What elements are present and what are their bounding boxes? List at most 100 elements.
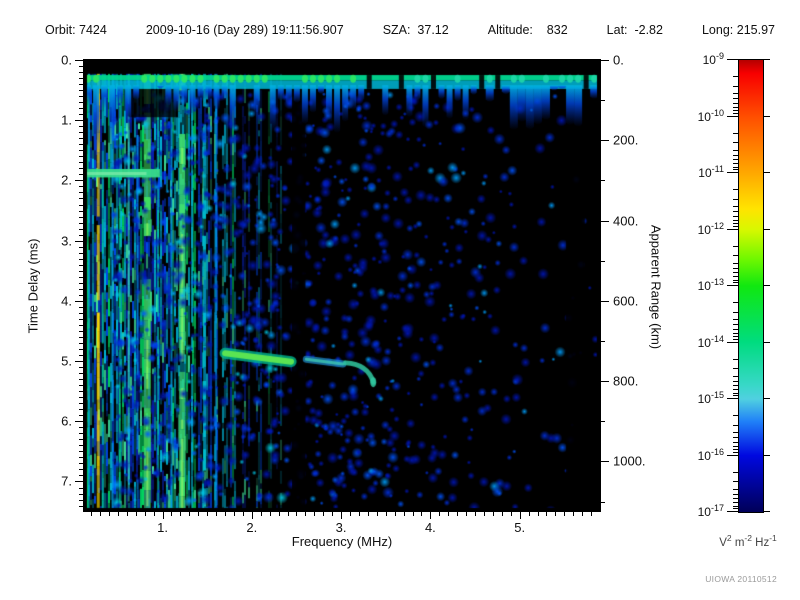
- x-minor-tick: [555, 512, 557, 516]
- y-minor-tick: [79, 457, 83, 459]
- colorbar-minor-tick: [733, 389, 738, 391]
- x-minor-tick: [591, 512, 593, 516]
- colorbar-minor-tick: [733, 245, 738, 247]
- colorbar-minor-tick: [733, 375, 738, 377]
- colorbar-minor-tick: [733, 319, 738, 321]
- range-major-tick: [601, 381, 609, 383]
- colorbar-major-tick-right: [763, 228, 770, 230]
- y-minor-tick: [79, 174, 83, 176]
- colorbar-minor-tick: [733, 368, 738, 370]
- y-major-tick: [75, 240, 83, 242]
- x-minor-tick: [153, 512, 155, 516]
- x-minor-tick: [180, 512, 182, 516]
- colorbar-major-tick-right: [763, 341, 770, 343]
- x-minor-tick: [117, 512, 119, 516]
- colorbar-major-tick: [727, 115, 738, 117]
- colorbar-minor-tick: [733, 276, 738, 278]
- x-axis-title-frequency: Frequency (MHz): [291, 534, 393, 549]
- colorbar-minor-tick: [733, 262, 738, 264]
- y-minor-tick: [79, 349, 83, 351]
- x-major-tick: [251, 512, 253, 519]
- colorbar-major-tick: [727, 172, 738, 173]
- y-major-tick: [75, 421, 83, 423]
- colorbar-minor-tick: [733, 189, 738, 190]
- altitude-value: Altitude: 832: [487, 23, 568, 37]
- y-minor-tick: [79, 270, 83, 272]
- x-minor-tick: [305, 512, 307, 516]
- colorbar-minor-tick: [733, 211, 738, 213]
- colorbar-major-tick-right: [763, 454, 770, 456]
- colorbar-minor-tick: [733, 437, 738, 439]
- y-minor-tick: [79, 228, 83, 230]
- y-minor-tick: [79, 409, 83, 411]
- colorbar-minor-tick: [733, 279, 738, 281]
- x-minor-tick: [135, 512, 137, 516]
- colorbar-minor-tick: [733, 154, 738, 156]
- colorbar-minor-tick: [733, 336, 738, 338]
- colorbar-major-tick-right: [763, 398, 770, 399]
- x-minor-tick: [260, 512, 262, 516]
- colorbar-minor-tick: [733, 424, 738, 426]
- colorbar-minor-tick: [733, 149, 738, 151]
- colorbar-unit-label: V2 m-2 Hz-1: [719, 533, 777, 549]
- colorbar-major-tick-right: [763, 285, 770, 286]
- y-minor-tick: [79, 66, 83, 68]
- colorbar-minor-tick: [733, 159, 738, 161]
- colorbar-tick-label: 10-17: [697, 503, 724, 519]
- y-major-tick: [75, 361, 83, 363]
- colorbar-minor-tick: [733, 255, 738, 257]
- x-tick-label: 5.: [514, 520, 526, 535]
- range-major-tick: [601, 461, 609, 463]
- range-minor-tick: [601, 501, 605, 503]
- y-minor-tick: [79, 132, 83, 134]
- y-minor-tick: [79, 222, 83, 224]
- x-tick-label: 3.: [335, 520, 347, 535]
- watermark: UIOWA 20110512: [705, 574, 777, 584]
- colorbar-major-tick-right: [763, 511, 770, 512]
- colorbar-major-tick: [727, 454, 738, 456]
- colorbar-minor-tick: [733, 163, 738, 165]
- y-minor-tick: [79, 150, 83, 152]
- x-tick-label: 1.: [157, 520, 168, 535]
- x-minor-tick: [332, 512, 334, 516]
- y-minor-tick: [79, 324, 83, 326]
- x-minor-tick: [439, 512, 441, 516]
- range-tick-label: 0.: [613, 52, 624, 68]
- x-minor-tick: [412, 512, 414, 516]
- x-minor-tick: [144, 512, 146, 516]
- x-minor-tick: [564, 512, 566, 516]
- colorbar-minor-tick: [733, 93, 738, 95]
- colorbar-tick-label: 10-9: [702, 51, 724, 67]
- y-minor-tick: [79, 288, 83, 290]
- colorbar-minor-tick: [733, 282, 738, 284]
- y-minor-tick: [79, 433, 83, 435]
- colorbar-minor-tick: [733, 332, 738, 334]
- x-minor-tick: [198, 512, 200, 516]
- x-minor-tick: [323, 512, 325, 516]
- colorbar-minor-tick: [733, 432, 738, 434]
- range-tick-label: 800.: [613, 373, 639, 389]
- y-major-tick: [75, 60, 83, 61]
- y-tick-label: 3.: [61, 233, 72, 249]
- colorbar-tick-label: 10-10: [697, 107, 724, 124]
- y-minor-tick: [79, 397, 83, 399]
- y-minor-tick: [79, 84, 83, 86]
- y-minor-tick: [79, 312, 83, 314]
- colorbar-minor-tick: [733, 219, 738, 221]
- colorbar-tick-label: 10-16: [697, 446, 724, 463]
- colorbar-tick-label: 10-11: [698, 164, 724, 180]
- x-minor-tick: [314, 512, 316, 516]
- range-minor-tick: [601, 260, 605, 262]
- y-axis-title-apparent-range: Apparent Range (km): [648, 224, 664, 350]
- x-minor-tick: [108, 512, 110, 516]
- y-minor-tick: [79, 192, 83, 194]
- y-minor-tick: [79, 318, 83, 320]
- y-minor-tick: [79, 294, 83, 296]
- x-minor-tick: [385, 512, 387, 516]
- colorbar-major-tick: [727, 341, 738, 343]
- spectrogram-canvas: [84, 60, 600, 511]
- colorbar-minor-tick: [733, 302, 738, 303]
- y-minor-tick: [79, 114, 83, 116]
- x-minor-tick: [501, 512, 503, 516]
